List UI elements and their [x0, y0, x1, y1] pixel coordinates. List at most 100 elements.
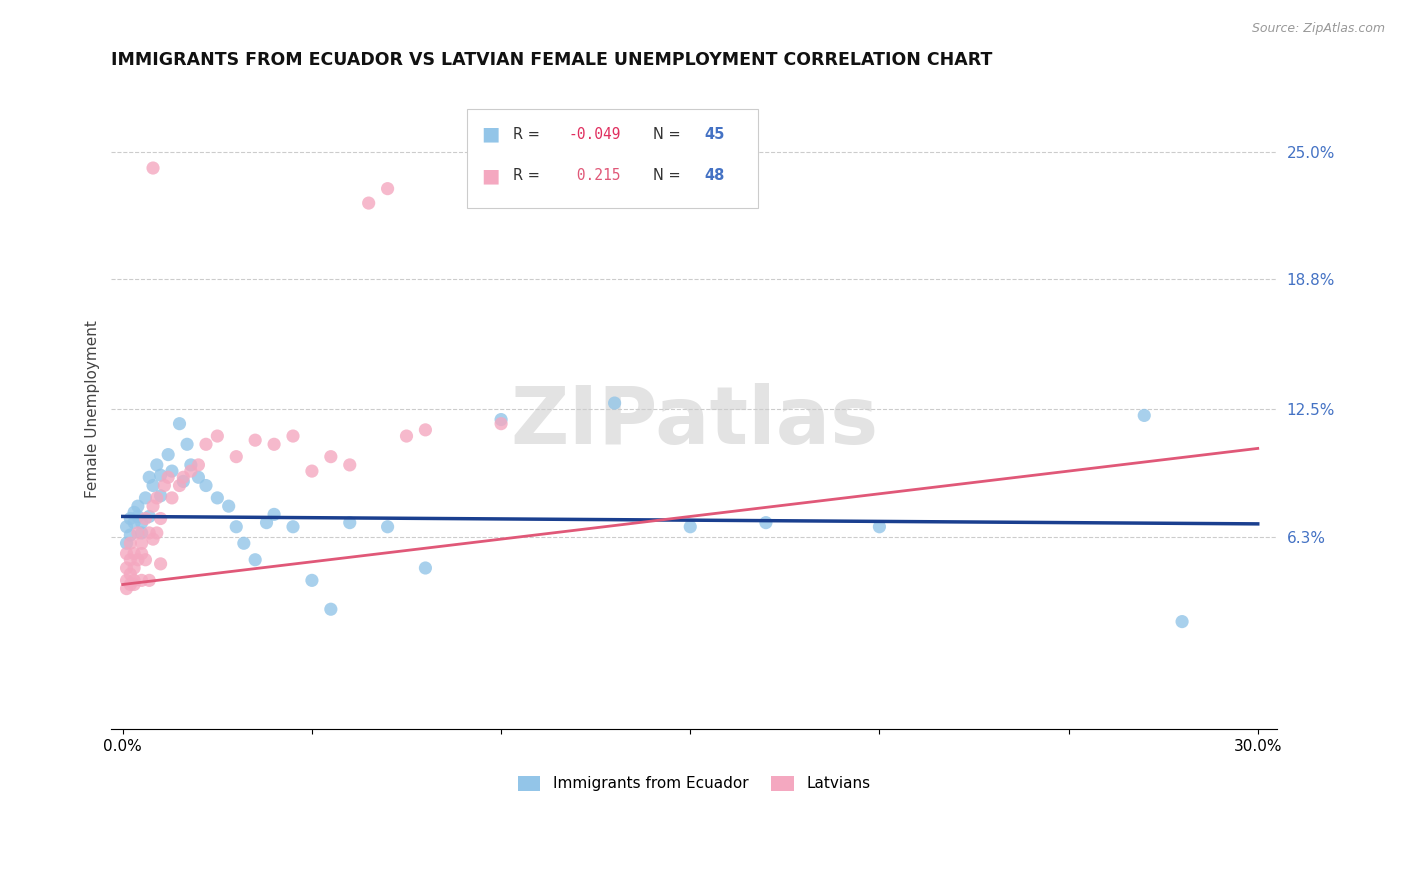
Point	[146, 458, 169, 472]
Text: 45: 45	[704, 127, 725, 142]
Point	[131, 574, 153, 588]
Text: N =: N =	[654, 169, 686, 184]
Point	[120, 536, 142, 550]
Point	[225, 520, 247, 534]
Point	[339, 458, 361, 472]
Point	[131, 536, 153, 550]
Point	[149, 511, 172, 525]
Point	[131, 516, 153, 530]
Point	[127, 509, 149, 524]
Point	[319, 450, 342, 464]
Point	[120, 567, 142, 582]
Point	[415, 423, 437, 437]
Point	[281, 520, 304, 534]
Point	[122, 547, 145, 561]
Point	[142, 161, 165, 175]
Point	[134, 491, 156, 505]
Point	[146, 525, 169, 540]
Legend: Immigrants from Ecuador, Latvians: Immigrants from Ecuador, Latvians	[517, 776, 870, 791]
Point	[172, 475, 194, 489]
Point	[149, 557, 172, 571]
Point	[339, 516, 361, 530]
Point	[115, 547, 138, 561]
Point	[142, 478, 165, 492]
Point	[180, 464, 202, 478]
Point	[120, 577, 142, 591]
Point	[115, 520, 138, 534]
Point	[115, 582, 138, 596]
Point	[120, 511, 142, 525]
Point	[169, 417, 191, 431]
Point	[142, 499, 165, 513]
Point	[149, 468, 172, 483]
Point	[187, 458, 209, 472]
Point	[131, 547, 153, 561]
Point	[243, 433, 266, 447]
Point	[1133, 409, 1156, 423]
Point	[195, 437, 218, 451]
Point	[232, 536, 254, 550]
Text: R =: R =	[513, 169, 546, 184]
Point	[149, 489, 172, 503]
Point	[172, 470, 194, 484]
Text: IMMIGRANTS FROM ECUADOR VS LATVIAN FEMALE UNEMPLOYMENT CORRELATION CHART: IMMIGRANTS FROM ECUADOR VS LATVIAN FEMAL…	[111, 51, 993, 69]
FancyBboxPatch shape	[467, 109, 758, 208]
Point	[127, 525, 149, 540]
Point	[122, 505, 145, 519]
Point	[138, 574, 160, 588]
Point	[138, 509, 160, 524]
Point	[115, 536, 138, 550]
Point	[122, 574, 145, 588]
Point	[122, 516, 145, 530]
Point	[218, 499, 240, 513]
Point	[160, 491, 183, 505]
Point	[187, 470, 209, 484]
Point	[319, 602, 342, 616]
Point	[243, 553, 266, 567]
Point	[207, 429, 229, 443]
Point	[357, 196, 380, 211]
Point	[195, 478, 218, 492]
Point	[263, 508, 285, 522]
Point	[134, 511, 156, 525]
Point	[180, 458, 202, 472]
Text: ZIPatlas: ZIPatlas	[510, 383, 879, 461]
Point	[281, 429, 304, 443]
Point	[256, 516, 278, 530]
Point	[489, 412, 512, 426]
Point	[142, 532, 165, 546]
Text: ■: ■	[481, 167, 499, 186]
Point	[134, 553, 156, 567]
Point	[176, 437, 198, 451]
Point	[122, 577, 145, 591]
Point	[138, 525, 160, 540]
Point	[377, 520, 399, 534]
Point	[115, 574, 138, 588]
Text: Source: ZipAtlas.com: Source: ZipAtlas.com	[1251, 22, 1385, 36]
Point	[679, 520, 702, 534]
Point	[146, 491, 169, 505]
Text: 0.215: 0.215	[568, 169, 620, 184]
Point	[153, 478, 176, 492]
Text: N =: N =	[654, 127, 686, 142]
Point	[122, 561, 145, 575]
Point	[120, 553, 142, 567]
Point	[225, 450, 247, 464]
Point	[157, 448, 180, 462]
Point	[301, 574, 323, 588]
Point	[160, 464, 183, 478]
Text: 48: 48	[704, 169, 725, 184]
Text: R =: R =	[513, 127, 546, 142]
Point	[115, 561, 138, 575]
Point	[157, 470, 180, 484]
Text: ■: ■	[481, 125, 499, 144]
Point	[120, 528, 142, 542]
Point	[301, 464, 323, 478]
Y-axis label: Female Unemployment: Female Unemployment	[86, 320, 100, 498]
Point	[377, 181, 399, 195]
Point	[138, 470, 160, 484]
Point	[755, 516, 778, 530]
Point	[415, 561, 437, 575]
Point	[127, 499, 149, 513]
Point	[131, 525, 153, 540]
